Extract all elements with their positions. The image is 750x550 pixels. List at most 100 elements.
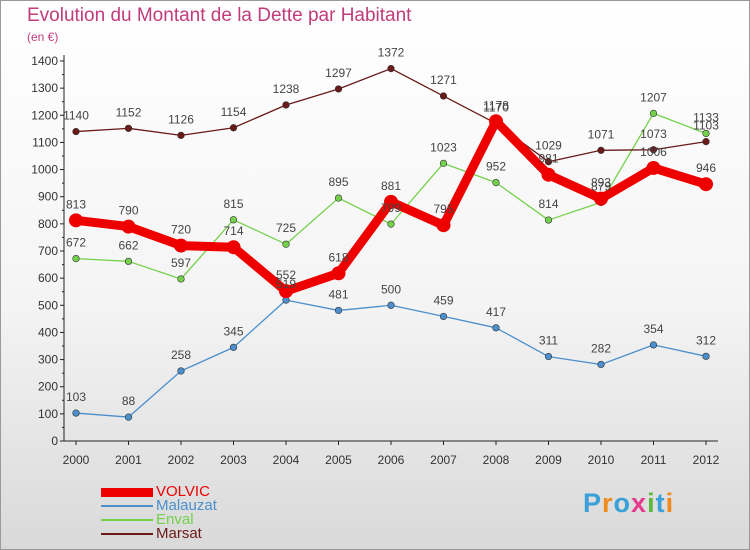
data-label-volvic: 795 xyxy=(433,202,453,216)
x-tick-label: 2003 xyxy=(220,453,247,467)
data-label-marsat: 1152 xyxy=(116,105,142,119)
data-label-volvic: 790 xyxy=(118,204,138,218)
data-label-malauzat: 354 xyxy=(643,322,663,336)
data-point-marsat xyxy=(177,131,185,139)
data-label-volvic: 813 xyxy=(66,197,86,211)
x-tick-label: 2000 xyxy=(63,453,90,467)
y-tick-label: 400 xyxy=(38,325,58,339)
data-label-malauzat: 311 xyxy=(539,334,558,348)
proxiti-logo: Proxiti xyxy=(583,488,674,519)
data-point-malauzat xyxy=(702,352,710,360)
data-point-malauzat xyxy=(649,341,658,349)
data-label-enval: 1133 xyxy=(693,110,719,124)
data-label-malauzat: 88 xyxy=(122,394,136,408)
data-point-marsat xyxy=(72,127,80,136)
data-point-enval xyxy=(124,257,133,265)
legend-label-volvic: VOLVIC xyxy=(156,483,210,500)
data-point-volvic xyxy=(69,213,83,228)
data-point-volvic xyxy=(541,167,556,182)
data-point-enval xyxy=(177,275,185,283)
legend-swatch-enval xyxy=(101,519,153,521)
data-point-marsat xyxy=(387,64,395,73)
y-tick-label: 1300 xyxy=(31,81,58,95)
data-label-enval: 725 xyxy=(276,221,296,235)
data-point-marsat xyxy=(124,124,133,132)
y-tick-label: 200 xyxy=(38,380,58,394)
y-tick-label: 700 xyxy=(38,244,58,258)
data-label-enval: 814 xyxy=(538,197,558,211)
x-tick-label: 2010 xyxy=(588,453,615,467)
legend-swatch-marsat xyxy=(101,533,153,535)
data-point-volvic xyxy=(121,219,136,234)
chart-legend: VOLVIC Malauzat Enval Marsat xyxy=(101,483,301,542)
data-point-enval xyxy=(282,240,290,248)
data-label-volvic: 981 xyxy=(538,152,558,166)
data-label-marsat: 1126 xyxy=(168,112,194,126)
data-point-volvic xyxy=(331,266,346,281)
data-label-marsat: 1029 xyxy=(535,139,562,153)
y-tick-label: 300 xyxy=(38,353,58,367)
y-tick-label: 1400 xyxy=(31,54,58,68)
data-point-marsat xyxy=(282,101,290,109)
data-point-malauzat xyxy=(229,343,238,351)
x-tick-label: 2008 xyxy=(483,453,510,467)
data-point-malauzat xyxy=(439,312,448,321)
data-label-marsat: 1372 xyxy=(378,46,405,60)
data-label-enval: 799 xyxy=(381,201,401,215)
x-tick-label: 2009 xyxy=(535,453,562,467)
data-label-malauzat: 459 xyxy=(433,293,453,307)
data-point-volvic xyxy=(436,218,451,233)
y-tick-label: 1000 xyxy=(31,163,58,177)
legend-item-marsat: Marsat xyxy=(101,526,301,542)
data-label-volvic: 714 xyxy=(223,224,243,238)
data-label-enval: 672 xyxy=(66,236,86,250)
data-point-marsat xyxy=(702,138,710,146)
logo-letter: P xyxy=(583,488,603,518)
data-point-volvic xyxy=(646,160,661,175)
x-tick-label: 2002 xyxy=(168,453,195,467)
data-label-enval: 879 xyxy=(591,179,611,193)
data-point-volvic xyxy=(594,191,608,206)
data-label-malauzat: 282 xyxy=(591,341,611,355)
legend-swatch-malauzat xyxy=(101,505,153,507)
y-tick-label: 100 xyxy=(38,407,58,421)
data-point-enval xyxy=(387,220,395,228)
data-point-malauzat xyxy=(597,360,605,369)
logo-letter: r xyxy=(602,488,614,518)
y-tick-label: 0 xyxy=(51,434,58,448)
data-point-enval xyxy=(229,216,238,224)
data-label-marsat: 1238 xyxy=(273,82,300,96)
legend-label-enval: Enval xyxy=(156,511,194,528)
data-label-malauzat: 519 xyxy=(276,277,296,291)
data-point-enval xyxy=(702,129,710,138)
data-label-enval: 597 xyxy=(171,256,191,270)
y-tick-label: 900 xyxy=(38,190,58,204)
data-point-enval xyxy=(72,255,80,263)
data-point-malauzat xyxy=(544,352,553,361)
data-point-malauzat xyxy=(387,301,395,309)
y-tick-label: 600 xyxy=(38,271,58,285)
data-label-marsat: 1073 xyxy=(640,127,667,141)
data-label-volvic: 552 xyxy=(276,268,296,282)
data-label-enval: 1207 xyxy=(640,90,667,104)
data-point-enval xyxy=(492,179,500,187)
data-label-enval: 815 xyxy=(223,197,243,211)
data-label-enval: 952 xyxy=(486,160,506,174)
logo-letter: t xyxy=(655,488,666,518)
data-label-malauzat: 345 xyxy=(223,324,243,338)
x-tick-label: 2012 xyxy=(693,453,720,467)
x-tick-label: 2005 xyxy=(325,453,352,467)
data-label-malauzat: 312 xyxy=(696,333,716,347)
x-tick-label: 2007 xyxy=(430,453,457,467)
data-label-volvic: 881 xyxy=(381,179,401,193)
data-label-malauzat: 258 xyxy=(171,348,191,362)
data-point-enval xyxy=(544,216,553,224)
data-label-marsat: 1154 xyxy=(221,105,247,119)
data-point-volvic xyxy=(699,177,713,192)
data-label-marsat: 1271 xyxy=(430,73,457,87)
data-label-volvic: 946 xyxy=(696,161,716,175)
data-point-enval xyxy=(649,109,658,117)
logo-letter: i xyxy=(647,488,656,518)
